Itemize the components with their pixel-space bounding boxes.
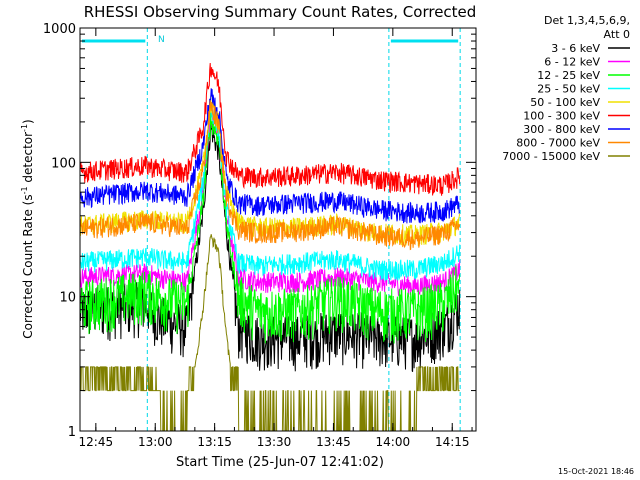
series-line-2	[79, 111, 461, 344]
legend-label-0: 3 - 6 keV	[551, 42, 600, 55]
legend-label-6: 300 - 800 keV	[523, 123, 600, 136]
legend-label-3: 25 - 50 keV	[537, 83, 600, 96]
attenuator-flag: N	[158, 35, 165, 45]
series-line-3	[79, 102, 461, 281]
y-tick-label-2: 100	[51, 156, 76, 171]
legend-label-5: 100 - 300 keV	[523, 110, 600, 123]
legend-label-1: 6 - 12 keV	[544, 56, 600, 69]
series-group	[79, 62, 461, 432]
legend-label-4: 50 - 100 keV	[530, 96, 600, 109]
y-axis-label-main: Corrected Count Rate (s	[21, 194, 35, 338]
x-axis-label: Start Time (25-Jun-07 12:41:02)	[176, 455, 384, 470]
x-tick-label-1: 13:00	[138, 435, 173, 449]
legend-header-line-1: Det 1,3,4,5,6,9,	[544, 14, 630, 27]
y-tick-label-1: 10	[59, 291, 76, 306]
y-axis: 1 10 100 1000	[43, 22, 476, 440]
legend-label-2: 12 - 25 keV	[537, 69, 600, 82]
series-line-6	[79, 88, 461, 224]
y-axis-label-sup2: -1	[20, 124, 29, 132]
y-axis-label-end: )	[21, 119, 35, 124]
y-tick-label-3: 1000	[43, 22, 76, 37]
y-axis-label-sup1: -1	[20, 186, 29, 194]
x-tick-label-4: 13:45	[316, 435, 351, 449]
x-tick-label-2: 13:15	[197, 435, 232, 449]
chart-title: RHESSI Observing Summary Count Rates, Co…	[84, 3, 477, 21]
legend-header-line-2: Att 0	[604, 28, 630, 41]
legend-label-8: 7000 - 15000 keV	[502, 150, 600, 163]
timestamp: 15-Oct-2021 18:46	[558, 467, 634, 476]
plot-frame	[79, 27, 477, 432]
x-tick-label-5: 14:00	[376, 435, 411, 449]
night-intervals	[82, 28, 461, 431]
x-tick-label-3: 13:30	[257, 435, 292, 449]
x-tick-label-6: 14:15	[435, 435, 470, 449]
y-axis-label: Corrected Count Rate (s-1 detector-1)	[20, 119, 35, 338]
legend-label-7: 800 - 7000 keV	[516, 137, 600, 150]
series-line-7	[79, 100, 461, 251]
x-axis: 12:45 13:00 13:15 13:30 13:45 14:00 14:15	[79, 28, 473, 449]
x-tick-label-0: 12:45	[79, 435, 114, 449]
series-line-5	[79, 62, 461, 196]
y-axis-label-mid: detector	[21, 132, 35, 187]
y-tick-label-0: 1	[68, 425, 76, 440]
